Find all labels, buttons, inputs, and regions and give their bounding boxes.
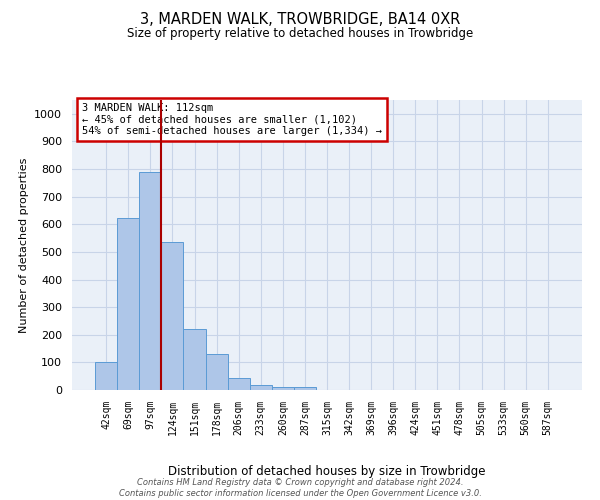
Bar: [139, 172, 161, 390]
Bar: [294, 387, 316, 390]
Y-axis label: Number of detached properties: Number of detached properties: [19, 158, 29, 332]
Bar: [227, 378, 250, 390]
Bar: [95, 362, 117, 390]
Text: Distribution of detached houses by size in Trowbridge: Distribution of detached houses by size …: [168, 464, 486, 477]
Bar: [272, 387, 294, 390]
Text: Contains HM Land Registry data © Crown copyright and database right 2024.
Contai: Contains HM Land Registry data © Crown c…: [119, 478, 481, 498]
Bar: [206, 354, 227, 390]
Text: 3 MARDEN WALK: 112sqm
← 45% of detached houses are smaller (1,102)
54% of semi-d: 3 MARDEN WALK: 112sqm ← 45% of detached …: [82, 103, 382, 136]
Text: 3, MARDEN WALK, TROWBRIDGE, BA14 0XR: 3, MARDEN WALK, TROWBRIDGE, BA14 0XR: [140, 12, 460, 28]
Text: Size of property relative to detached houses in Trowbridge: Size of property relative to detached ho…: [127, 28, 473, 40]
Bar: [161, 242, 184, 390]
Bar: [117, 218, 139, 390]
Bar: [184, 329, 206, 390]
Bar: [250, 386, 272, 390]
